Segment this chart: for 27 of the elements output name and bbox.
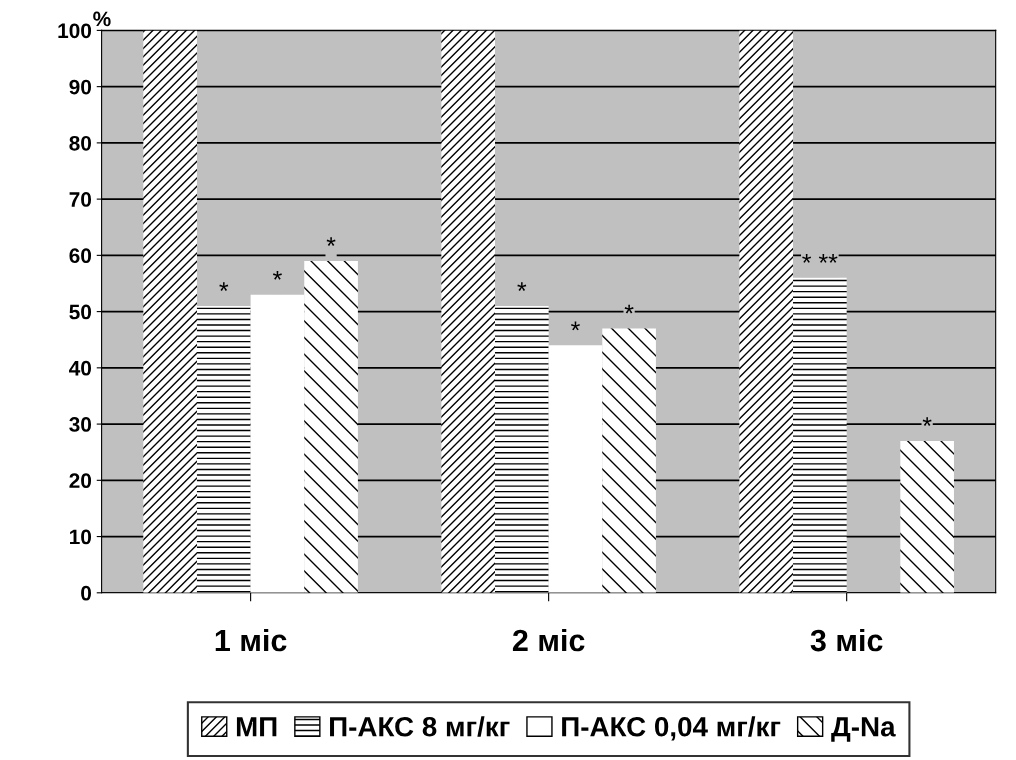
legend-label: Д-Na xyxy=(831,717,896,742)
y-tick-label: 80 xyxy=(69,135,92,151)
annotation: * xyxy=(922,417,932,426)
y-tick-label: 50 xyxy=(69,304,92,320)
annotation: * ** xyxy=(802,254,838,263)
y-tick-label: 10 xyxy=(70,529,92,545)
y-tick-label: 100 xyxy=(58,23,92,39)
annotation: * xyxy=(219,282,229,291)
annotation: * xyxy=(517,282,527,291)
y-axis-title: % xyxy=(93,11,111,27)
annotation: * xyxy=(326,237,336,246)
legend-label: П-АКС 0,04 мг/кг xyxy=(562,716,781,741)
x-tick-label: 3 міс xyxy=(810,628,883,652)
y-tick-label: 70 xyxy=(69,192,92,207)
annotation: * xyxy=(624,304,634,314)
legend-label: П-АКС 8 мг/кг xyxy=(330,716,510,737)
y-tick-label: 90 xyxy=(69,79,92,95)
legend-label: МП xyxy=(236,717,277,737)
y-tick-label: 30 xyxy=(69,417,92,432)
x-tick-label: 2 міс xyxy=(512,628,585,652)
annotation: * xyxy=(571,321,580,331)
x-tick-label: 1 міс xyxy=(215,628,287,652)
y-tick-label: 20 xyxy=(69,473,92,489)
y-tick-label: 40 xyxy=(69,360,92,376)
y-tick-label: 0 xyxy=(81,585,92,601)
y-tick-label: 60 xyxy=(69,248,92,264)
annotation: * xyxy=(272,270,282,280)
